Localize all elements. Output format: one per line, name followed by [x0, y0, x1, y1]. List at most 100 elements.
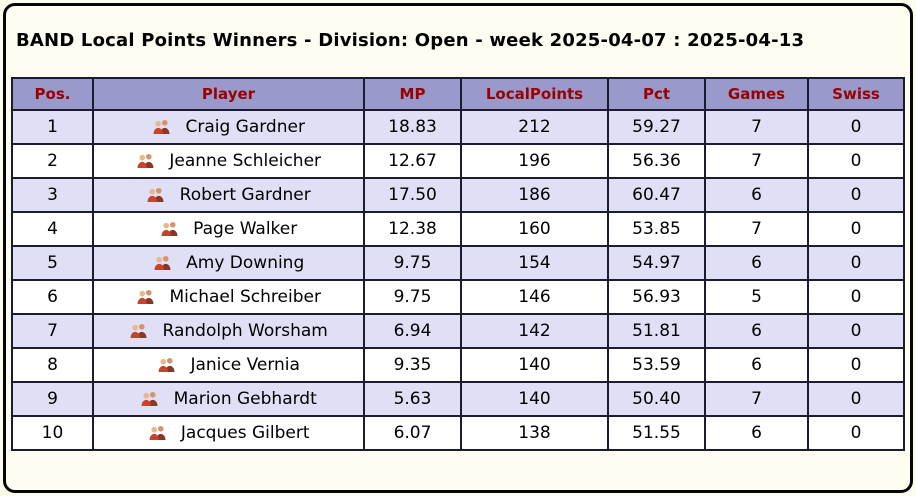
table-row: 4 Page Walker 12.38 160 53.85 7	[11, 211, 905, 247]
pct-value: 51.81	[632, 321, 681, 341]
pos-cell: 2	[11, 143, 94, 179]
localpoints-cell: 140	[460, 347, 609, 383]
games-cell: 6	[704, 245, 809, 281]
pos-value: 10	[41, 423, 64, 443]
player-cell: Michael Schreiber	[92, 279, 365, 315]
localpoints-cell: 146	[460, 279, 609, 315]
col-header-localpoints: LocalPoints	[460, 77, 609, 111]
player-cell: Marion Gebhardt	[92, 381, 365, 417]
table-row: 2 Jeanne Schleicher 12.67 196 56.36	[11, 143, 905, 179]
player-cell: Craig Gardner	[92, 109, 365, 145]
mp-value: 9.35	[393, 355, 432, 375]
mp-value: 6.07	[393, 423, 432, 443]
player-cell: Robert Gardner	[92, 177, 365, 213]
games-value: 6	[751, 321, 762, 341]
swiss-value: 0	[850, 423, 862, 443]
localpoints-cell: 186	[460, 177, 609, 213]
games-cell: 6	[704, 347, 809, 383]
player-name: Jacques Gilbert	[180, 423, 310, 443]
localpoints-value: 140	[518, 389, 551, 409]
col-header-swiss: Swiss	[807, 77, 905, 111]
games-value: 6	[751, 253, 762, 273]
games-value: 5	[751, 287, 762, 307]
swiss-cell: 0	[807, 279, 905, 315]
pct-cell: 59.27	[607, 109, 706, 145]
player-icon	[157, 357, 176, 372]
swiss-value: 0	[850, 151, 862, 171]
localpoints-value: 186	[518, 185, 551, 205]
swiss-value: 0	[850, 355, 862, 375]
pos-value: 6	[47, 287, 58, 307]
mp-cell: 12.67	[363, 143, 462, 179]
player-icon	[153, 255, 172, 270]
pct-value: 53.85	[632, 219, 681, 239]
player-name: Michael Schreiber	[169, 287, 321, 307]
games-value: 7	[751, 219, 762, 239]
player-cell: Amy Downing	[92, 245, 365, 281]
player-cell: Jacques Gilbert	[92, 415, 365, 451]
localpoints-value: 142	[518, 321, 551, 341]
table-header: Pos. Player MP LocalPoints Pct Games Swi…	[11, 77, 905, 111]
mp-value: 5.63	[393, 389, 432, 409]
mp-value: 12.38	[388, 219, 437, 239]
table-row: 6 Michael Schreiber 9.75 146 56.93	[11, 279, 905, 315]
mp-cell: 18.83	[363, 109, 462, 145]
mp-cell: 9.75	[363, 245, 462, 281]
col-header-player: Player	[92, 77, 365, 111]
table-row: 9 Marion Gebhardt 5.63 140 50.40	[11, 381, 905, 417]
games-cell: 7	[704, 381, 809, 417]
swiss-value: 0	[850, 253, 862, 273]
swiss-value: 0	[850, 219, 862, 239]
player-cell: Jeanne Schleicher	[92, 143, 365, 179]
player-name: Craig Gardner	[185, 117, 305, 137]
pos-cell: 6	[11, 279, 94, 315]
games-value: 7	[751, 389, 762, 409]
pct-cell: 51.81	[607, 313, 706, 349]
swiss-cell: 0	[807, 381, 905, 417]
games-value: 6	[751, 355, 762, 375]
localpoints-value: 146	[518, 287, 551, 307]
player-name: Marion Gebhardt	[173, 389, 317, 409]
col-header-pct: Pct	[607, 77, 706, 111]
games-cell: 6	[704, 313, 809, 349]
pos-value: 5	[47, 253, 58, 273]
swiss-cell: 0	[807, 211, 905, 247]
pct-cell: 56.93	[607, 279, 706, 315]
localpoints-cell: 142	[460, 313, 609, 349]
localpoints-cell: 154	[460, 245, 609, 281]
games-value: 6	[751, 185, 762, 205]
localpoints-cell: 138	[460, 415, 609, 451]
pct-value: 56.36	[632, 151, 681, 171]
pos-value: 8	[47, 355, 58, 375]
mp-cell: 6.94	[363, 313, 462, 349]
localpoints-cell: 160	[460, 211, 609, 247]
swiss-cell: 0	[807, 313, 905, 349]
mp-value: 18.83	[388, 117, 437, 137]
player-name: Jeanne Schleicher	[169, 151, 322, 171]
swiss-cell: 0	[807, 347, 905, 383]
pct-cell: 53.85	[607, 211, 706, 247]
localpoints-value: 154	[518, 253, 551, 273]
player-icon	[152, 119, 171, 134]
swiss-cell: 0	[807, 415, 905, 451]
localpoints-cell: 140	[460, 381, 609, 417]
mp-value: 12.67	[388, 151, 437, 171]
player-icon	[136, 153, 155, 168]
player-name: Robert Gardner	[179, 185, 311, 205]
localpoints-cell: 196	[460, 143, 609, 179]
pct-value: 60.47	[632, 185, 681, 205]
pct-value: 54.97	[632, 253, 681, 273]
table-row: 3 Robert Gardner 17.50 186 60.47	[11, 177, 905, 213]
pct-cell: 50.40	[607, 381, 706, 417]
swiss-value: 0	[850, 321, 862, 341]
player-name: Janice Vernia	[190, 355, 300, 375]
pos-value: 4	[47, 219, 58, 239]
pos-cell: 8	[11, 347, 94, 383]
localpoints-value: 160	[518, 219, 551, 239]
col-header-games: Games	[704, 77, 809, 111]
localpoints-value: 140	[518, 355, 551, 375]
pos-cell: 9	[11, 381, 94, 417]
pct-value: 51.55	[632, 423, 681, 443]
player-name: Page Walker	[193, 219, 298, 239]
pos-cell: 7	[11, 313, 94, 349]
